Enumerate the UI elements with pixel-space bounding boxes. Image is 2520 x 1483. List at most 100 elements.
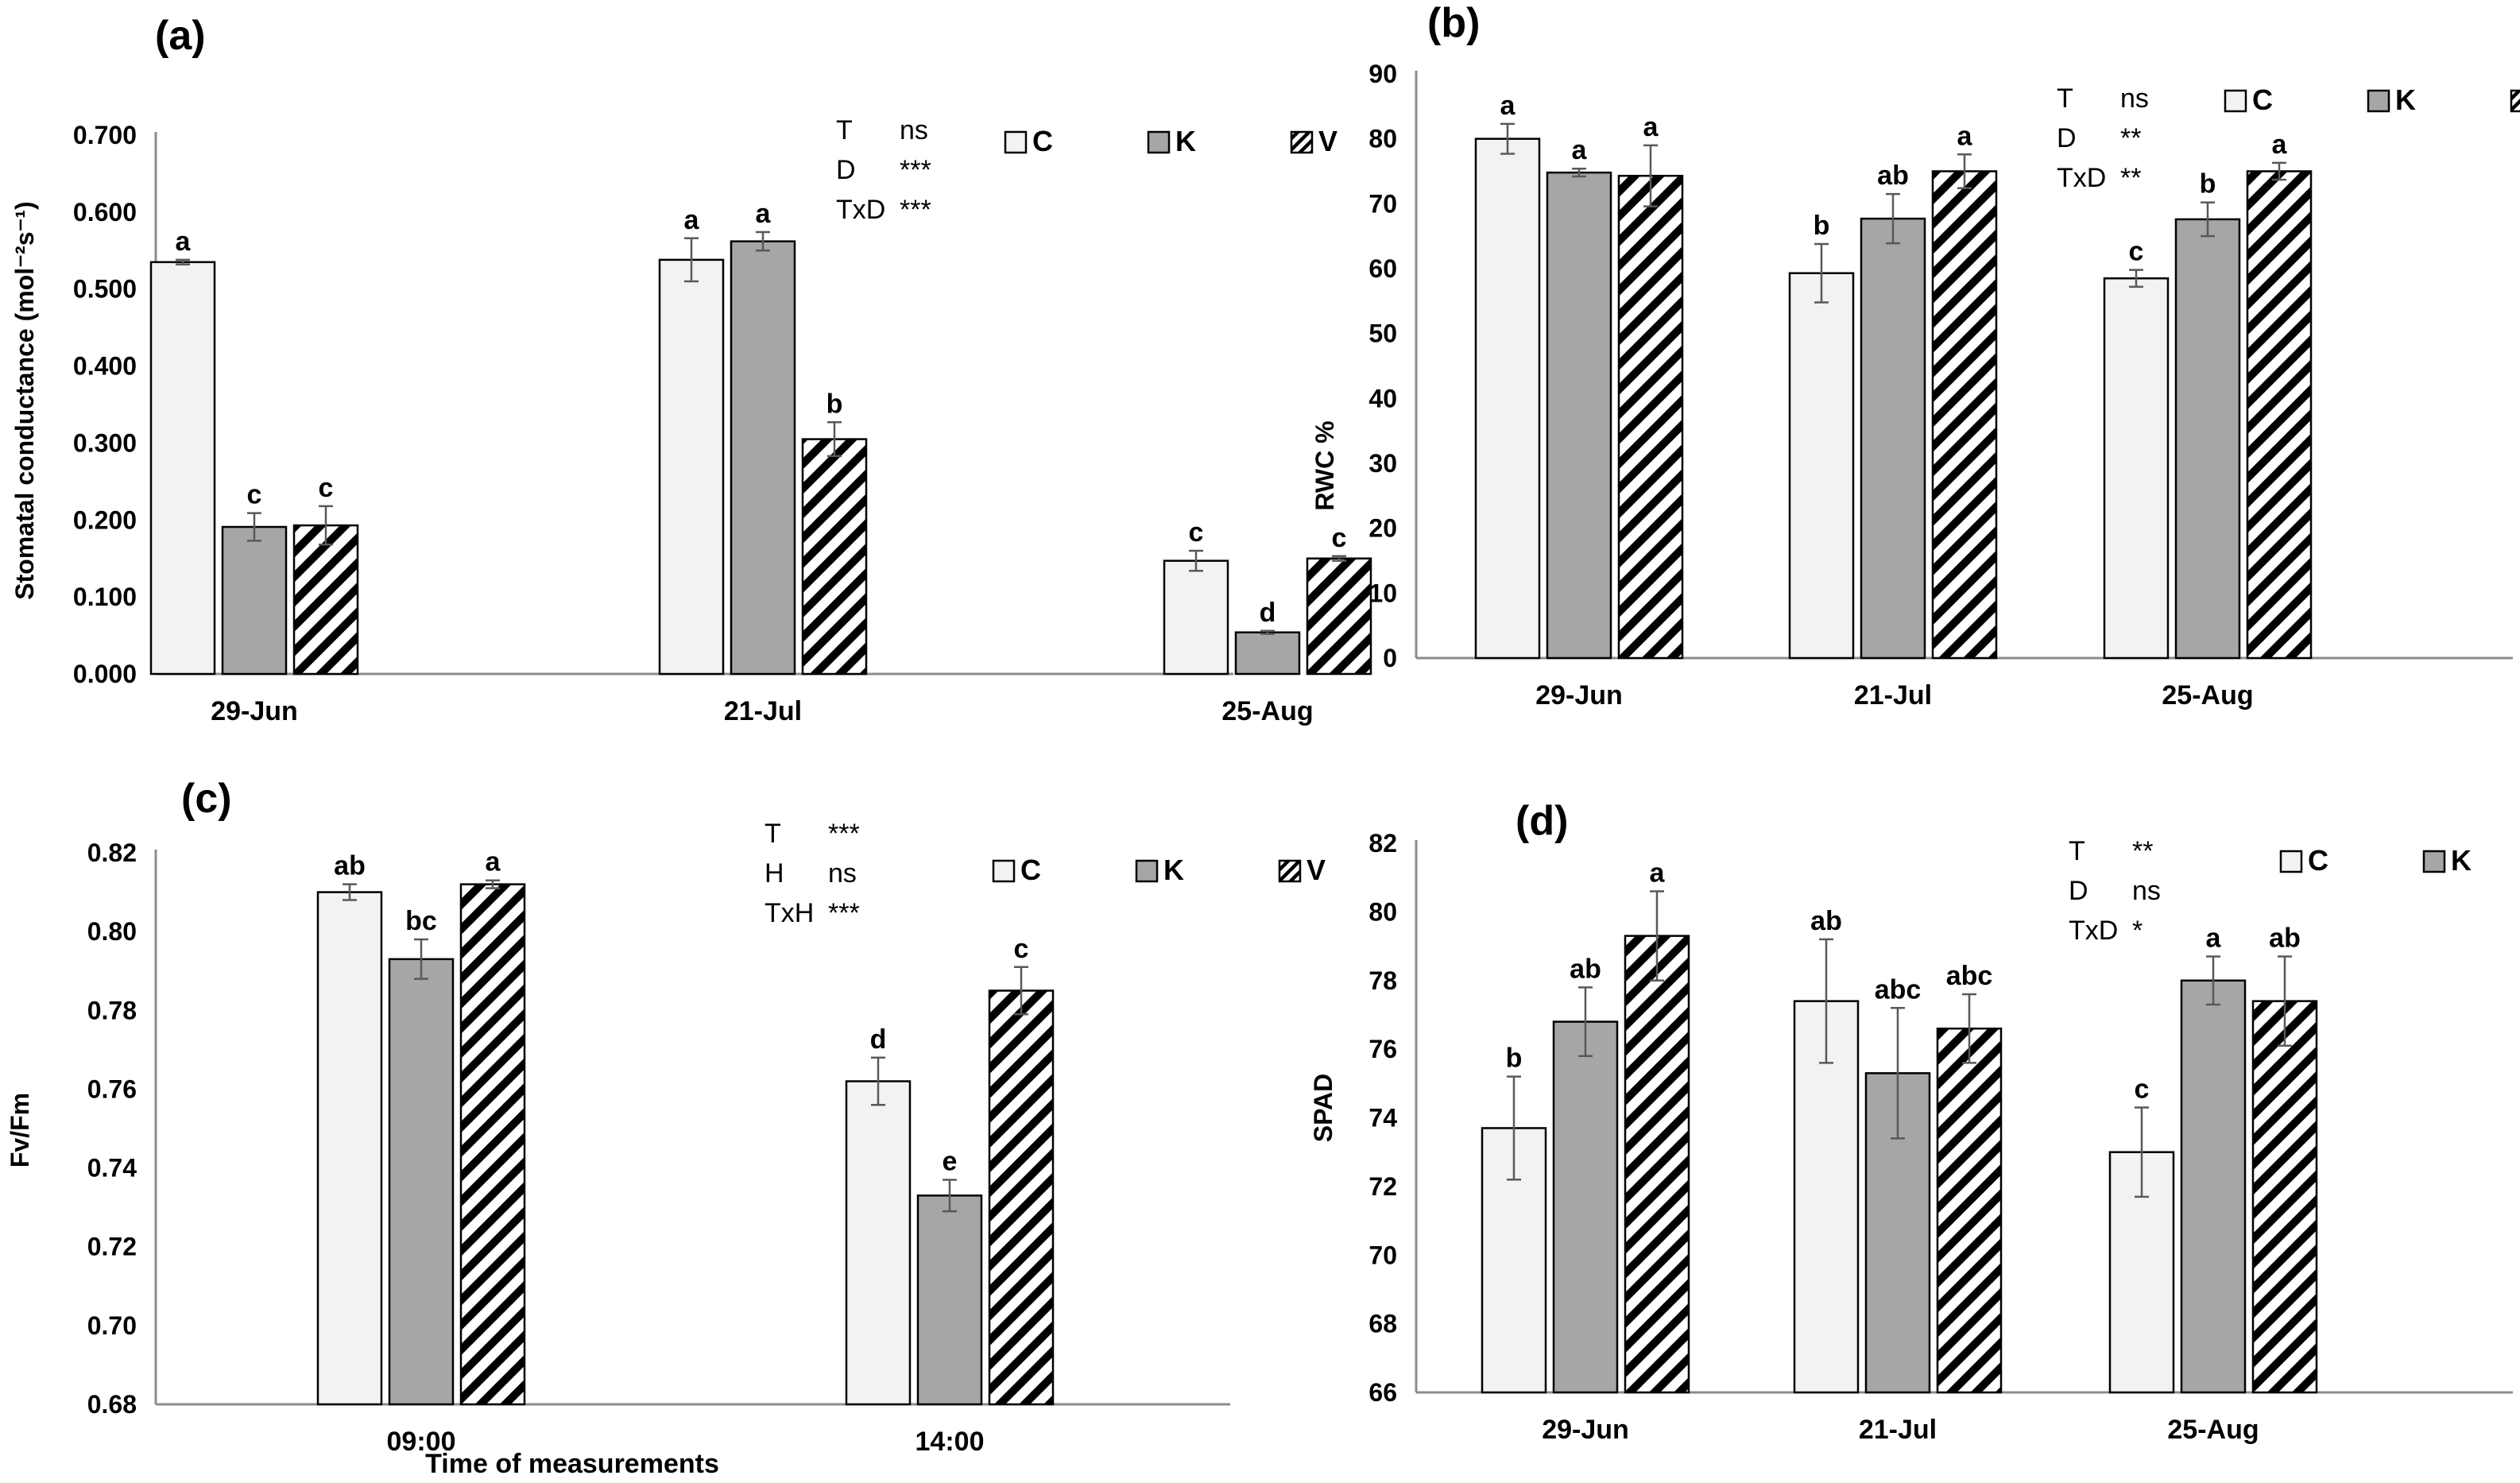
y-axis-title: RWC %	[1310, 420, 1339, 510]
stat-significance: ns	[828, 858, 857, 889]
bar-V	[1931, 170, 1998, 660]
significance-letter: e	[943, 1146, 958, 1176]
bar-K	[221, 525, 288, 676]
y-tick-label: 0.74	[87, 1154, 137, 1183]
significance-letter: abc	[1875, 974, 1922, 1005]
x-tick-label: 21-Jul	[1859, 1415, 1937, 1445]
significance-letter: a	[2272, 130, 2288, 160]
y-tick-label: 0.82	[87, 838, 137, 867]
significance-letter: b	[826, 389, 843, 419]
x-tick-label: 29-Jun	[1542, 1415, 1629, 1445]
bar-C	[845, 1080, 912, 1406]
legend-swatch-K	[2367, 89, 2390, 113]
stat-significance: ns	[2132, 876, 2161, 906]
y-tick-label: 10	[1368, 579, 1397, 607]
y-tick-label: 0.100	[73, 583, 137, 611]
chart-panel-a: (a) 0.000 0.100 0.200 0.300 0.400 0.500 0.600 0.…	[10, 13, 1372, 726]
bar-V	[2251, 1000, 2318, 1394]
x-tick-label: 09:00	[387, 1427, 456, 1457]
stat-significance: ***	[900, 195, 931, 225]
y-tick-label: 0.400	[73, 352, 137, 381]
stat-significance: ***	[828, 819, 860, 849]
stat-term: D	[2057, 123, 2077, 153]
significance-letter: c	[1332, 523, 1347, 553]
y-tick-label: 0.200	[73, 505, 137, 534]
y-tick-label: 0.80	[87, 917, 137, 946]
y-tick-label: 0.68	[87, 1390, 137, 1419]
significance-letter: a	[1650, 858, 1666, 888]
chart-panel-b: (b) 0 10 20 30 40 50 60 70 80 90 RWC % 29-Jun 21-Jul 2…	[1310, 0, 2520, 711]
bar-K	[1234, 631, 1301, 676]
legend-label: C	[2308, 844, 2328, 877]
significance-letter: d	[870, 1024, 887, 1055]
bar-C	[658, 258, 725, 676]
stat-significance: ns	[900, 115, 928, 145]
significance-letter: c	[1189, 517, 1204, 548]
significance-letter: c	[1014, 934, 1029, 964]
legend-label: C	[1020, 854, 1041, 886]
significance-letter: a	[684, 205, 700, 235]
x-tick-label: 25-Aug	[1221, 696, 1313, 726]
significance-letter: a	[1572, 135, 1588, 165]
y-tick-label: 72	[1368, 1172, 1397, 1201]
stat-significance: ***	[900, 155, 931, 185]
significance-letter: a	[756, 199, 772, 229]
y-tick-label: 50	[1368, 319, 1397, 348]
bar-V	[988, 989, 1055, 1406]
bar-K	[916, 1195, 983, 1406]
stat-term: TxD	[2069, 916, 2118, 946]
x-tick-label: 29-Jun	[1535, 680, 1623, 711]
bar-V	[459, 883, 526, 1406]
bar-C	[1163, 560, 1229, 676]
chart-panel-c: (c) 0.68 0.70 0.72 0.74 0.76 0.78 0.80 0.82 Fv/Fm…	[6, 776, 1326, 1479]
significance-letter: a	[1500, 91, 1516, 121]
panel-label: (d)	[1515, 798, 1568, 844]
bar-C	[149, 261, 216, 676]
y-tick-label: 66	[1368, 1378, 1397, 1407]
legend-swatch-K	[2422, 850, 2446, 873]
significance-letter: b	[2200, 169, 2216, 199]
bar-K	[1552, 1020, 1619, 1394]
legend-swatch-V	[2510, 89, 2520, 113]
stat-significance: **	[2120, 123, 2141, 153]
stat-significance: ***	[828, 898, 860, 928]
legend-label: K	[2395, 83, 2416, 116]
legend-label: V	[1306, 854, 1326, 886]
y-tick-label: 70	[1368, 189, 1397, 218]
bar-V	[1306, 557, 1372, 676]
y-tick-label: 40	[1368, 384, 1397, 412]
y-tick-label: 76	[1368, 1035, 1397, 1063]
x-tick-label: 21-Jul	[724, 696, 802, 726]
stat-term: D	[836, 155, 856, 185]
legend-label: C	[2252, 83, 2273, 116]
stat-significance: *	[2132, 916, 2143, 946]
stat-term: H	[765, 858, 784, 889]
significance-letter: bc	[405, 906, 437, 936]
bar-C	[1474, 137, 1541, 660]
significance-letter: ab	[1570, 954, 1601, 984]
x-tick-label: 25-Aug	[2167, 1415, 2259, 1445]
significance-letter: b	[1814, 211, 1830, 241]
legend-swatch-C	[2279, 850, 2303, 873]
legend-label: K	[1163, 854, 1184, 886]
y-tick-label: 74	[1368, 1104, 1397, 1133]
y-tick-label: 0.300	[73, 428, 137, 457]
bar-C	[1793, 1000, 1860, 1394]
y-tick-label: 0.700	[73, 121, 137, 149]
y-tick-label: 0.78	[87, 996, 137, 1024]
legend-label: C	[1032, 125, 1053, 157]
bar-V	[1936, 1027, 2003, 1394]
stat-term: T	[2069, 836, 2085, 866]
y-axis-title: SPAD	[1309, 1074, 1337, 1143]
chart-panel-d: (d) 66 68 70 72 74 76 78 80 82 SPAD 29-Jun 21-Jul 25-…	[1309, 798, 2513, 1445]
legend-swatch-C	[1004, 130, 1028, 154]
stat-term: T	[2057, 83, 2073, 114]
significance-letter: c	[247, 480, 262, 510]
significance-letter: ab	[1810, 906, 1842, 936]
bar-V	[801, 438, 868, 676]
stat-term: TxD	[836, 195, 885, 225]
y-tick-label: 90	[1368, 60, 1397, 88]
y-tick-label: 0.500	[73, 275, 137, 304]
legend-label: K	[2451, 844, 2472, 877]
